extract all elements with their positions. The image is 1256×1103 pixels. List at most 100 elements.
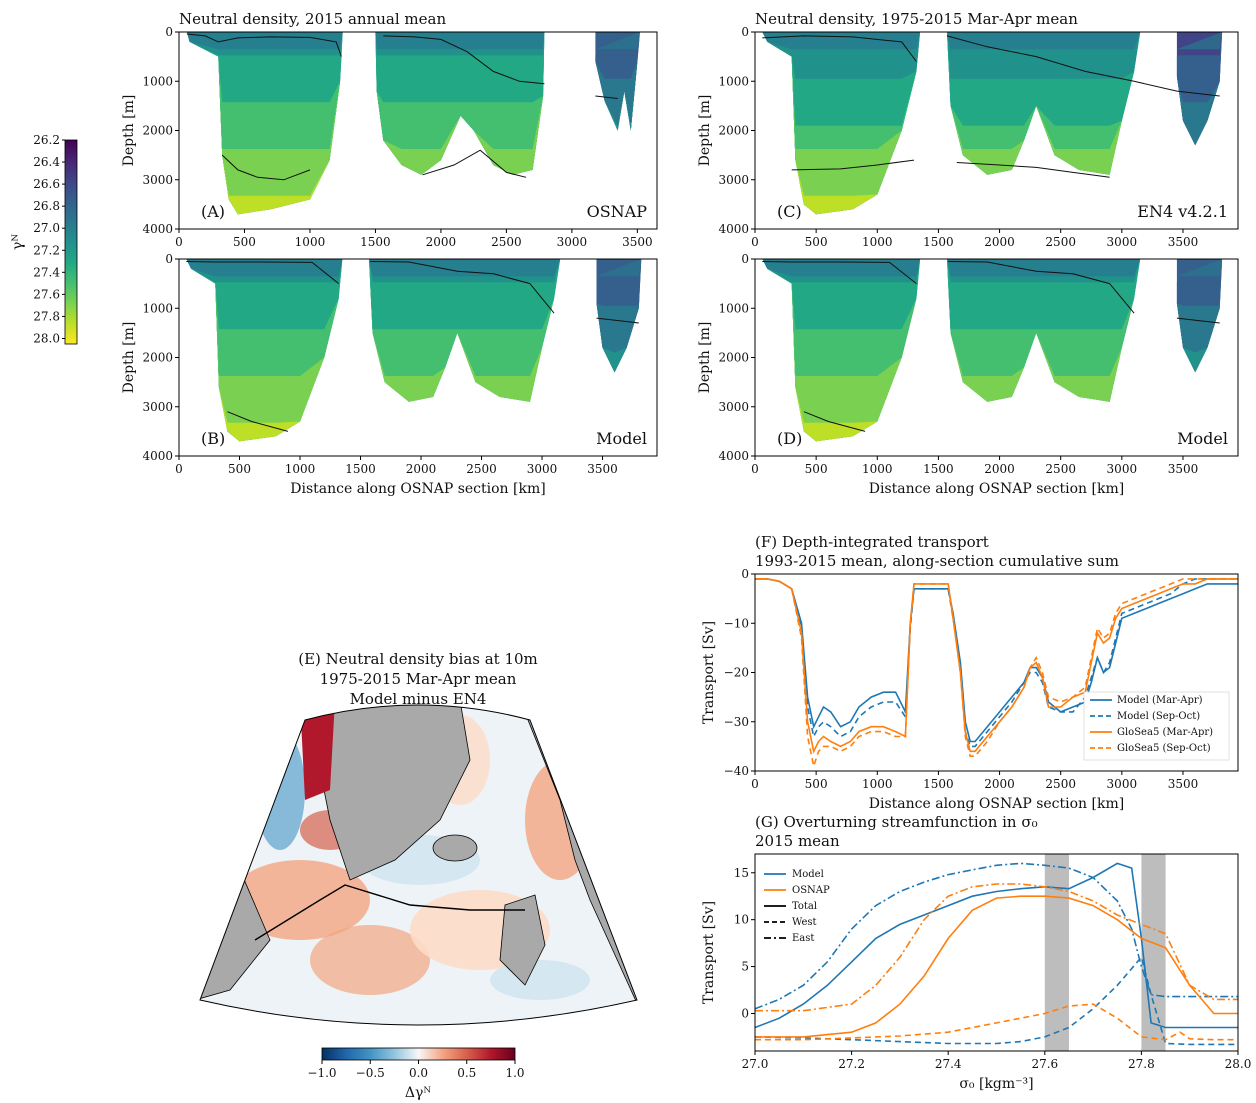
xtick-label: 3000	[557, 235, 588, 249]
density-layer	[186, 32, 343, 215]
bias-cbar-tick-label: −1.0	[307, 1066, 336, 1080]
xtick-label: 2500	[491, 235, 522, 249]
plot-frame-G	[754, 853, 1239, 1052]
section-field-A	[186, 32, 640, 215]
xtick-label: 3000	[1107, 777, 1138, 791]
isopycnal-contour	[1176, 317, 1220, 324]
series-line	[755, 862, 1238, 1010]
density-layer	[595, 32, 640, 131]
ytick-label: 4000	[142, 449, 173, 463]
xtick-label: 27.2	[838, 1057, 865, 1071]
series-line	[755, 955, 1238, 1046]
density-colorbar	[64, 139, 78, 345]
panel-source-D: Model	[1177, 429, 1228, 448]
surface-layer	[375, 32, 545, 50]
density-layer	[1176, 32, 1223, 146]
xtick-label: 1500	[923, 462, 954, 476]
isopycnal-contour	[370, 261, 555, 314]
ylabel: Depth [m]	[697, 322, 713, 394]
panel-label-C: (C)	[777, 202, 802, 221]
xtick-label: 0	[751, 462, 759, 476]
bias-cbar-label: Δγᴺ	[405, 1085, 431, 1101]
legend-label: GloSea5 (Mar-Apr)	[1117, 727, 1213, 738]
isopycnal-contour	[946, 35, 1220, 97]
colorbar-tick-label: 26.4	[33, 155, 60, 169]
series-line	[755, 578, 1238, 748]
colorbar-tick-label: 27.8	[33, 309, 60, 323]
bias-cbar-tick-label: −0.5	[356, 1066, 385, 1080]
bias-cbar-tick-label: 1.0	[505, 1066, 524, 1080]
density-layer	[596, 259, 642, 373]
bias-colorbar	[321, 1047, 516, 1061]
xtick-label: 2500	[1045, 462, 1076, 476]
ylabel: Depth [m]	[697, 95, 713, 167]
xtick-label: 2500	[1045, 235, 1076, 249]
density-layer	[762, 32, 921, 215]
surface-layer	[1176, 32, 1223, 50]
xtick-label: 0	[175, 462, 183, 476]
surface-layer	[186, 32, 343, 50]
legend-label: West	[792, 917, 817, 928]
isopycnal-contour	[956, 162, 1110, 178]
xtick-label: 1000	[862, 777, 893, 791]
colorbar-tick-label: 26.2	[33, 133, 60, 147]
isopycnal-contour	[762, 261, 917, 284]
bias-cbar-tick-label: 0.5	[457, 1066, 476, 1080]
xtick-label: 3500	[622, 235, 653, 249]
xtick-label: 3000	[1107, 462, 1138, 476]
ytick-label: 2000	[718, 351, 749, 365]
legend-label: GloSea5 (Sep-Oct)	[1117, 743, 1211, 754]
xtick-label: 28.0	[1225, 1057, 1252, 1071]
panel-label-A: (A)	[201, 202, 225, 221]
xtick-label: 27.0	[742, 1057, 769, 1071]
isopycnal-contour	[422, 149, 527, 178]
series-line	[755, 578, 1238, 754]
xtick-label: 27.8	[1128, 1057, 1155, 1071]
xtick-label: 1000	[862, 462, 893, 476]
ytick-label: −30	[724, 715, 749, 729]
surface-layer	[762, 259, 921, 277]
legend-label: Model (Sep-Oct)	[1117, 711, 1200, 722]
surface-layer	[595, 32, 640, 50]
ylabel: Depth [m]	[121, 322, 137, 394]
xtick-label: 3500	[1168, 462, 1199, 476]
legend-label: Model (Mar-Apr)	[1117, 695, 1203, 706]
xtick-label: 3500	[1168, 777, 1199, 791]
isopycnal-contour	[383, 35, 545, 85]
greenland-bias-strip	[300, 705, 335, 800]
section-field-D	[762, 259, 1223, 442]
legend-label: Total	[792, 901, 817, 912]
surface-layer	[946, 32, 1141, 50]
bias-cbar-tick-label: 0.0	[409, 1066, 428, 1080]
xtick-label: 2000	[984, 777, 1015, 791]
series-line	[755, 578, 1238, 770]
ytick-label: 3000	[718, 400, 749, 414]
ytick-label: 0	[741, 25, 749, 39]
osnap-section-line	[254, 884, 525, 941]
isopycnal-contour	[791, 159, 915, 171]
ytick-label: 4000	[718, 222, 749, 236]
panel-label-B: (B)	[201, 429, 225, 448]
ylabel: Transport [Sv]	[701, 901, 717, 1004]
density-layer	[369, 259, 561, 402]
density-layer	[947, 32, 1141, 175]
bias-anomaly	[310, 925, 430, 995]
ytick-label: 2000	[718, 124, 749, 138]
isopycnal-contour	[803, 411, 866, 432]
xtick-label: 500	[805, 777, 828, 791]
colorbar-tick-label: 27.4	[33, 265, 60, 279]
xtick-label: 500	[228, 462, 251, 476]
isopycnal-contour	[596, 317, 639, 324]
ytick-label: 15	[734, 866, 749, 880]
ylabel: Depth [m]	[121, 95, 137, 167]
colorbar-tick-label: 26.8	[33, 199, 60, 213]
plot-area-F	[755, 578, 1238, 770]
xtick-label: 500	[805, 462, 828, 476]
isopycnal-contour	[186, 33, 342, 57]
density-layer	[1176, 259, 1223, 373]
plot-area-G	[755, 854, 1238, 1051]
ytick-label: 1000	[718, 74, 749, 88]
xtick-label: 3500	[1168, 235, 1199, 249]
xtick-label: 2000	[406, 462, 437, 476]
